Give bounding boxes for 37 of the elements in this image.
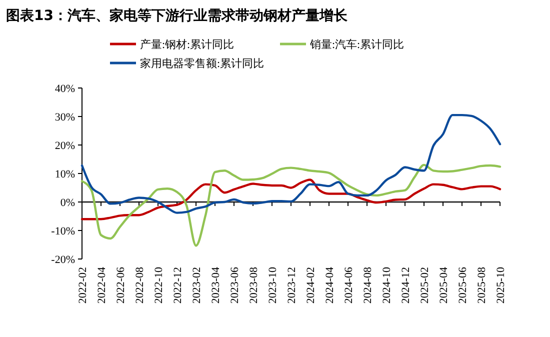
x-tick-label: 2024-08 — [362, 266, 374, 304]
y-tick-label: 20% — [54, 140, 75, 152]
x-tick-label: 2025-10 — [495, 266, 507, 304]
x-tick-label: 2024-06 — [343, 266, 355, 304]
x-tick-label: 2023-04 — [210, 266, 222, 304]
x-tick-label: 2024-04 — [324, 266, 336, 304]
x-tick-label: 2023-02 — [191, 267, 203, 304]
y-tick-label: 10% — [54, 168, 75, 180]
legend-label: 家用电器零售额:累计同比 — [140, 57, 264, 70]
line-series — [80, 178, 502, 220]
y-tick-label: 0% — [60, 197, 75, 209]
y-tick-label: -20% — [51, 254, 75, 266]
x-tick-label: 2022-08 — [134, 266, 146, 304]
x-tick-label: 2025-04 — [438, 266, 450, 304]
x-tick-label: 2022-04 — [96, 266, 108, 304]
x-tick-label: 2025-02 — [419, 267, 431, 304]
line-series — [80, 164, 502, 247]
x-tick-label: 2025-08 — [476, 266, 488, 304]
x-tick-label: 2022-12 — [172, 267, 184, 304]
x-tick-label: 2022-06 — [115, 266, 127, 304]
legend-label: 产量:钢材:累计同比 — [140, 38, 234, 51]
x-tick-label: 2024-10 — [381, 266, 393, 304]
x-tick-label: 2025-06 — [457, 266, 469, 304]
chart-title: 图表13：汽车、家电等下游行业需求带动钢材产量增长 — [6, 7, 348, 24]
x-tick-label: 2023-10 — [267, 266, 279, 304]
x-tick-label: 2024-12 — [400, 267, 412, 304]
line-series — [80, 114, 502, 214]
y-tick-label: 40% — [54, 83, 75, 95]
x-tick-label: 2023-08 — [248, 266, 260, 304]
x-tick-label: 2023-06 — [229, 266, 241, 304]
x-tick-label: 2023-12 — [286, 267, 298, 304]
x-tick-label: 2022-10 — [153, 266, 165, 304]
x-tick-label: 2022-02 — [77, 267, 89, 304]
y-tick-label: -10% — [51, 226, 75, 238]
x-tick-label: 2024-02 — [305, 267, 317, 304]
y-tick-label: 30% — [54, 112, 75, 124]
legend-label: 销量:汽车:累计同比 — [309, 38, 404, 51]
